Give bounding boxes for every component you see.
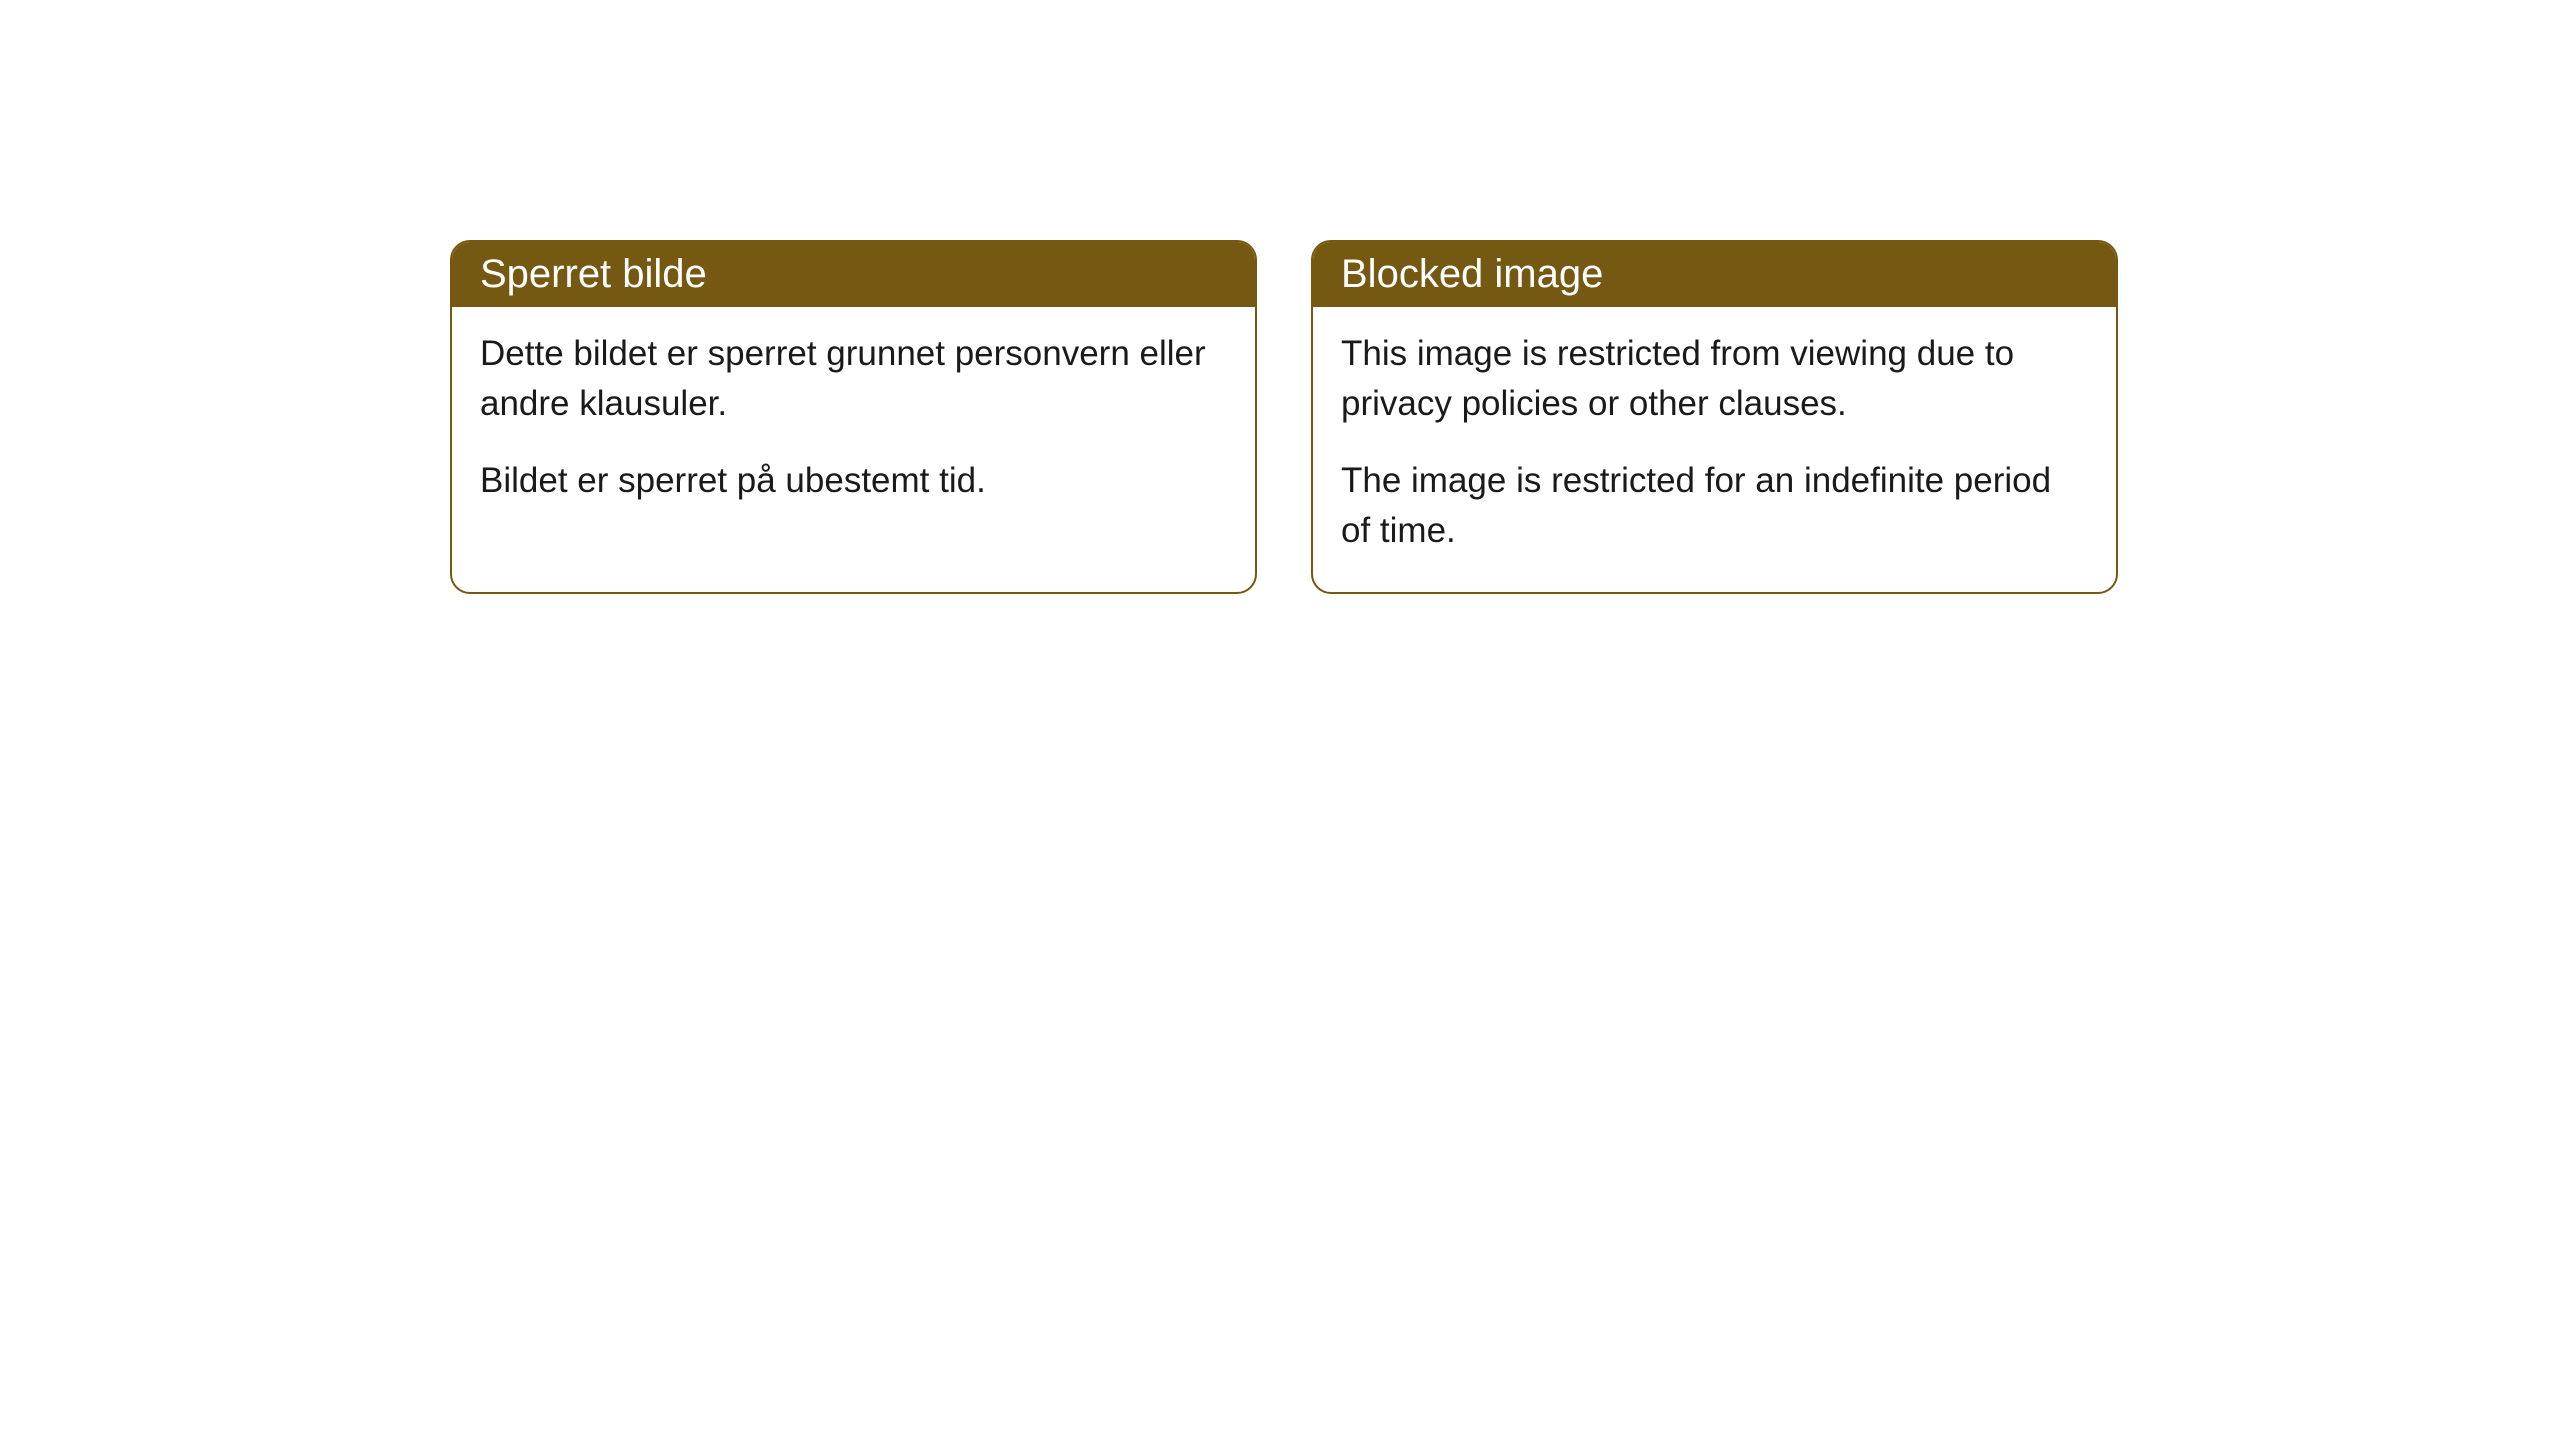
notice-paragraph-2-english: The image is restricted for an indefinit…	[1341, 456, 2088, 555]
notice-paragraph-1-norwegian: Dette bildet er sperret grunnet personve…	[480, 329, 1227, 428]
notice-header-english: Blocked image	[1313, 242, 2116, 307]
notice-title-norwegian: Sperret bilde	[480, 252, 707, 296]
notice-card-english: Blocked image This image is restricted f…	[1311, 240, 2118, 594]
notice-title-english: Blocked image	[1341, 252, 1603, 296]
notice-body-english: This image is restricted from viewing du…	[1313, 307, 2116, 592]
notice-container: Sperret bilde Dette bildet er sperret gr…	[450, 240, 2118, 594]
notice-paragraph-1-english: This image is restricted from viewing du…	[1341, 329, 2088, 428]
notice-card-norwegian: Sperret bilde Dette bildet er sperret gr…	[450, 240, 1257, 594]
notice-body-norwegian: Dette bildet er sperret grunnet personve…	[452, 307, 1255, 542]
notice-paragraph-2-norwegian: Bildet er sperret på ubestemt tid.	[480, 456, 1227, 506]
notice-header-norwegian: Sperret bilde	[452, 242, 1255, 307]
